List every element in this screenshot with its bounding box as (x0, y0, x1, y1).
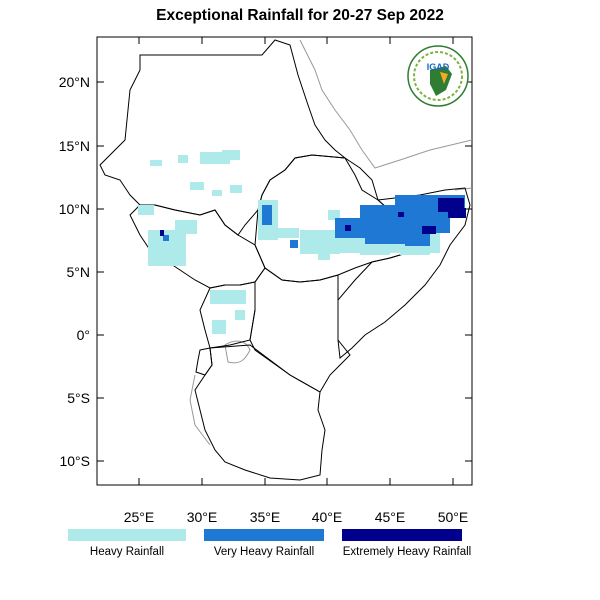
igad-logo: IGAD (407, 45, 469, 107)
extremely-heavy-rainfall-areas (160, 198, 466, 236)
legend-swatch-heavy (68, 529, 186, 541)
lat-tick-label: 15°N (59, 138, 90, 154)
lon-tick-label: 35°E (250, 509, 281, 525)
lat-tick-label: 5°S (67, 390, 90, 406)
heavy-rainfall-areas (138, 150, 440, 334)
map-title: Exceptional Rainfall for 20-27 Sep 2022 (156, 7, 444, 24)
lat-tick-label: 0° (77, 327, 90, 343)
legend-label: Heavy Rainfall (89, 546, 165, 558)
lake-tanganyika (189, 374, 211, 446)
lat-tick-label: 20°N (59, 74, 90, 90)
lon-tick-label: 25°E (124, 509, 155, 525)
lon-tick-label: 40°E (312, 509, 343, 525)
legend-label: Extremely Heavy Rainfall (342, 546, 472, 558)
lat-tick-label: 5°N (67, 264, 91, 280)
lon-tick-label: 30°E (187, 509, 218, 525)
legend-swatch-extremely-heavy (342, 529, 462, 541)
legend-label: Very Heavy Rainfall (213, 546, 315, 558)
lake-victoria (224, 340, 251, 364)
lon-tick-label: 45°E (375, 509, 406, 525)
legend-swatch-very-heavy (204, 529, 324, 541)
red-sea-coast (299, 39, 472, 169)
logo-text: IGAD (427, 62, 450, 72)
gulf-coast (454, 187, 472, 191)
lat-tick-label: 10°S (59, 453, 90, 469)
map-frame (96, 36, 473, 486)
lat-tick-label: 10°N (59, 201, 90, 217)
lon-tick-label: 50°E (438, 509, 469, 525)
